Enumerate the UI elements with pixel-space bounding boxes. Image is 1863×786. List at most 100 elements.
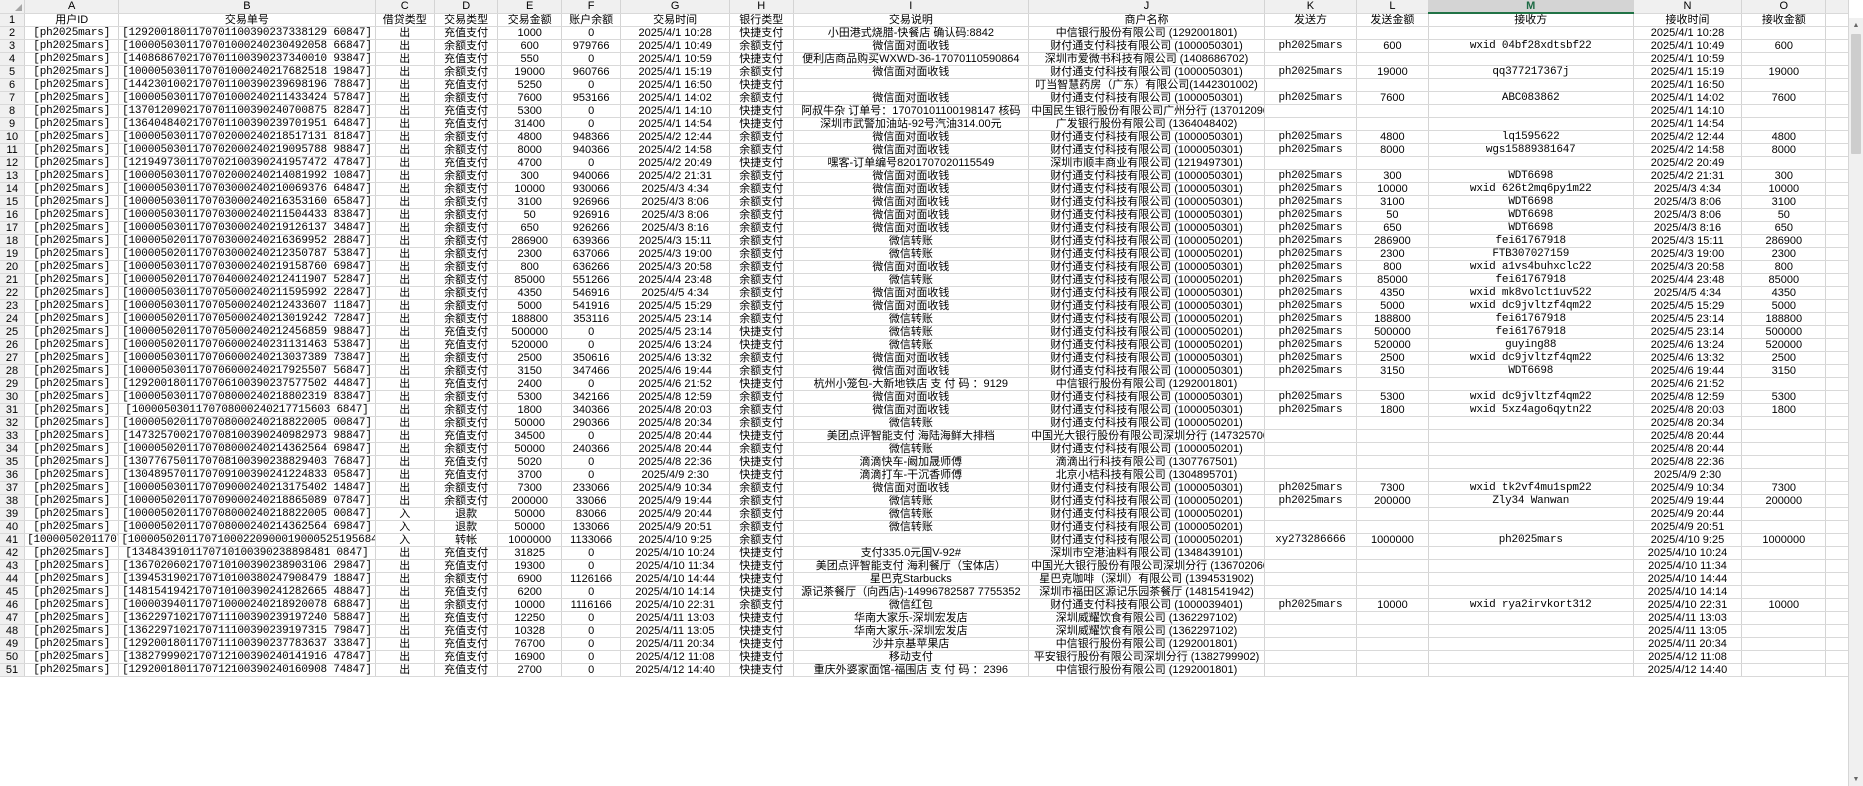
cell-B4[interactable]: [1408686702170701100390237340010 93847] <box>118 52 376 66</box>
cell-H9[interactable]: 快捷支付 <box>729 117 794 131</box>
cell-J46[interactable]: 财付通支付科技有限公司 (1000039401) <box>1028 598 1265 612</box>
cell-O49[interactable] <box>1741 637 1827 651</box>
cell-N17[interactable]: 2025/4/3 8:16 <box>1633 221 1743 235</box>
cell-F33[interactable]: 0 <box>561 429 622 443</box>
cell-J47[interactable]: 深圳威耀饮食有限公司 (1362297102) <box>1028 611 1265 625</box>
cell-C7[interactable]: 出 <box>375 91 435 105</box>
cell-J9[interactable]: 广发银行股份有限公司 (1364048402) <box>1028 117 1265 131</box>
cell-I48[interactable]: 华南大家乐-深圳宏发店 <box>793 624 1030 638</box>
cell-K36[interactable] <box>1264 468 1358 482</box>
cell-G22[interactable]: 2025/4/5 4:34 <box>620 286 730 300</box>
cell-J6[interactable]: 叮当智慧药房（广东）有限公司(1442301002) <box>1028 78 1265 92</box>
cell-G51[interactable]: 2025/4/12 14:40 <box>620 663 730 677</box>
cell-L33[interactable] <box>1356 429 1429 443</box>
cell-A36[interactable]: [ph2025mars] <box>24 468 120 482</box>
cell-D33[interactable]: 充值支付 <box>434 429 499 443</box>
cell-F44[interactable]: 1126166 <box>561 572 622 586</box>
cell-C21[interactable]: 出 <box>375 273 435 287</box>
cell-M23[interactable]: wxid dc9jvltzf4qm22 <box>1427 299 1634 313</box>
cell-K49[interactable] <box>1264 637 1358 651</box>
cell-K21[interactable]: ph2025mars <box>1264 273 1358 287</box>
cell-A25[interactable]: [ph2025mars] <box>24 325 120 339</box>
row-header-29[interactable]: 29 <box>0 377 26 391</box>
cell-L34[interactable] <box>1356 442 1429 456</box>
scroll-down-arrow[interactable]: ▼ <box>1852 775 1860 783</box>
cell-N32[interactable]: 2025/4/8 20:34 <box>1633 416 1743 430</box>
cell-H33[interactable]: 快捷支付 <box>729 429 794 443</box>
cell-F38[interactable]: 33066 <box>561 494 622 508</box>
cell-G2[interactable]: 2025/4/1 10:28 <box>620 26 730 40</box>
cell-C30[interactable]: 出 <box>375 390 435 404</box>
cell-N26[interactable]: 2025/4/6 13:24 <box>1633 338 1743 352</box>
cell-F16[interactable]: 926916 <box>561 208 622 222</box>
cell-C49[interactable]: 出 <box>375 637 435 651</box>
cell-L7[interactable]: 7600 <box>1356 91 1429 105</box>
cell-H40[interactable]: 余额支付 <box>729 520 794 534</box>
cell-A20[interactable]: [ph2025mars] <box>24 260 120 274</box>
cell-I15[interactable]: 微信面对面收钱 <box>793 195 1030 209</box>
cell-H2[interactable]: 快捷支付 <box>729 26 794 40</box>
cell-J48[interactable]: 深圳威耀饮食有限公司 (1362297102) <box>1028 624 1265 638</box>
cell-K15[interactable]: ph2025mars <box>1264 195 1358 209</box>
cell-N1[interactable]: 接收时间 <box>1633 13 1743 27</box>
cell-H20[interactable]: 余额支付 <box>729 260 794 274</box>
cell-A14[interactable]: [ph2025mars] <box>24 182 120 196</box>
cell-K12[interactable] <box>1264 156 1358 170</box>
row-header-37[interactable]: 37 <box>0 481 26 495</box>
cell-B1[interactable]: 交易单号 <box>118 13 376 27</box>
cell-K44[interactable] <box>1264 572 1358 586</box>
column-header-o[interactable]: O <box>1741 0 1827 14</box>
cell-D13[interactable]: 余额支付 <box>434 169 499 183</box>
cell-E23[interactable]: 5000 <box>497 299 562 313</box>
cell-E4[interactable]: 550 <box>497 52 562 66</box>
cell-A2[interactable]: [ph2025mars] <box>24 26 120 40</box>
cell-C48[interactable]: 出 <box>375 624 435 638</box>
cell-J20[interactable]: 财付通支付科技有限公司 (1000050301) <box>1028 260 1265 274</box>
row-header-47[interactable]: 47 <box>0 611 26 625</box>
cell-G29[interactable]: 2025/4/6 21:52 <box>620 377 730 391</box>
cell-F41[interactable]: 1133066 <box>561 533 622 547</box>
cell-K50[interactable] <box>1264 650 1358 664</box>
cell-I21[interactable]: 微信转账 <box>793 273 1030 287</box>
cell-E34[interactable]: 50000 <box>497 442 562 456</box>
cell-M49[interactable] <box>1427 637 1634 651</box>
cell-C10[interactable]: 出 <box>375 130 435 144</box>
cell-L27[interactable]: 2500 <box>1356 351 1429 365</box>
cell-D35[interactable]: 充值支付 <box>434 455 499 469</box>
cell-B28[interactable]: [1000050301170706000240217925507 56847] <box>118 364 376 378</box>
cell-M42[interactable] <box>1427 546 1634 560</box>
cell-D41[interactable]: 转帐 <box>434 533 499 547</box>
cell-J50[interactable]: 平安银行股份有限公司深圳分行 (1382799902) <box>1028 650 1265 664</box>
cell-D7[interactable]: 余额支付 <box>434 91 499 105</box>
cell-J2[interactable]: 中信银行股份有限公司 (1292001801) <box>1028 26 1265 40</box>
cell-I20[interactable]: 微信面对面收钱 <box>793 260 1030 274</box>
cell-B16[interactable]: [1000050301170703000240211504433 83847] <box>118 208 376 222</box>
cell-O40[interactable] <box>1741 520 1827 534</box>
cell-B41[interactable]: [100005020117071000220900019000525195684… <box>118 533 376 547</box>
cell-D43[interactable]: 充值支付 <box>434 559 499 573</box>
row-header-39[interactable]: 39 <box>0 507 26 521</box>
cell-D14[interactable]: 余额支付 <box>434 182 499 196</box>
cell-L6[interactable] <box>1356 78 1429 92</box>
row-header-43[interactable]: 43 <box>0 559 26 573</box>
cell-J23[interactable]: 财付通支付科技有限公司 (1000050301) <box>1028 299 1265 313</box>
cell-J31[interactable]: 财付通支付科技有限公司 (1000050301) <box>1028 403 1265 417</box>
cell-L49[interactable] <box>1356 637 1429 651</box>
cell-I42[interactable]: 支付335.0元国V-92# <box>793 546 1030 560</box>
cell-K31[interactable]: ph2025mars <box>1264 403 1358 417</box>
cell-B49[interactable]: [1292001801170711100390237783637 33847] <box>118 637 376 651</box>
cell-F34[interactable]: 240366 <box>561 442 622 456</box>
cell-H15[interactable]: 余额支付 <box>729 195 794 209</box>
scroll-up-arrow[interactable]: ▲ <box>1852 21 1860 29</box>
cell-D31[interactable]: 余额支付 <box>434 403 499 417</box>
cell-C20[interactable]: 出 <box>375 260 435 274</box>
cell-L3[interactable]: 600 <box>1356 39 1429 53</box>
cell-N2[interactable]: 2025/4/1 10:28 <box>1633 26 1743 40</box>
cell-N7[interactable]: 2025/4/1 14:02 <box>1633 91 1743 105</box>
cell-O34[interactable] <box>1741 442 1827 456</box>
cell-H13[interactable]: 余额支付 <box>729 169 794 183</box>
cell-K51[interactable] <box>1264 663 1358 677</box>
cell-O50[interactable] <box>1741 650 1827 664</box>
cell-M39[interactable] <box>1427 507 1634 521</box>
cell-L20[interactable]: 800 <box>1356 260 1429 274</box>
